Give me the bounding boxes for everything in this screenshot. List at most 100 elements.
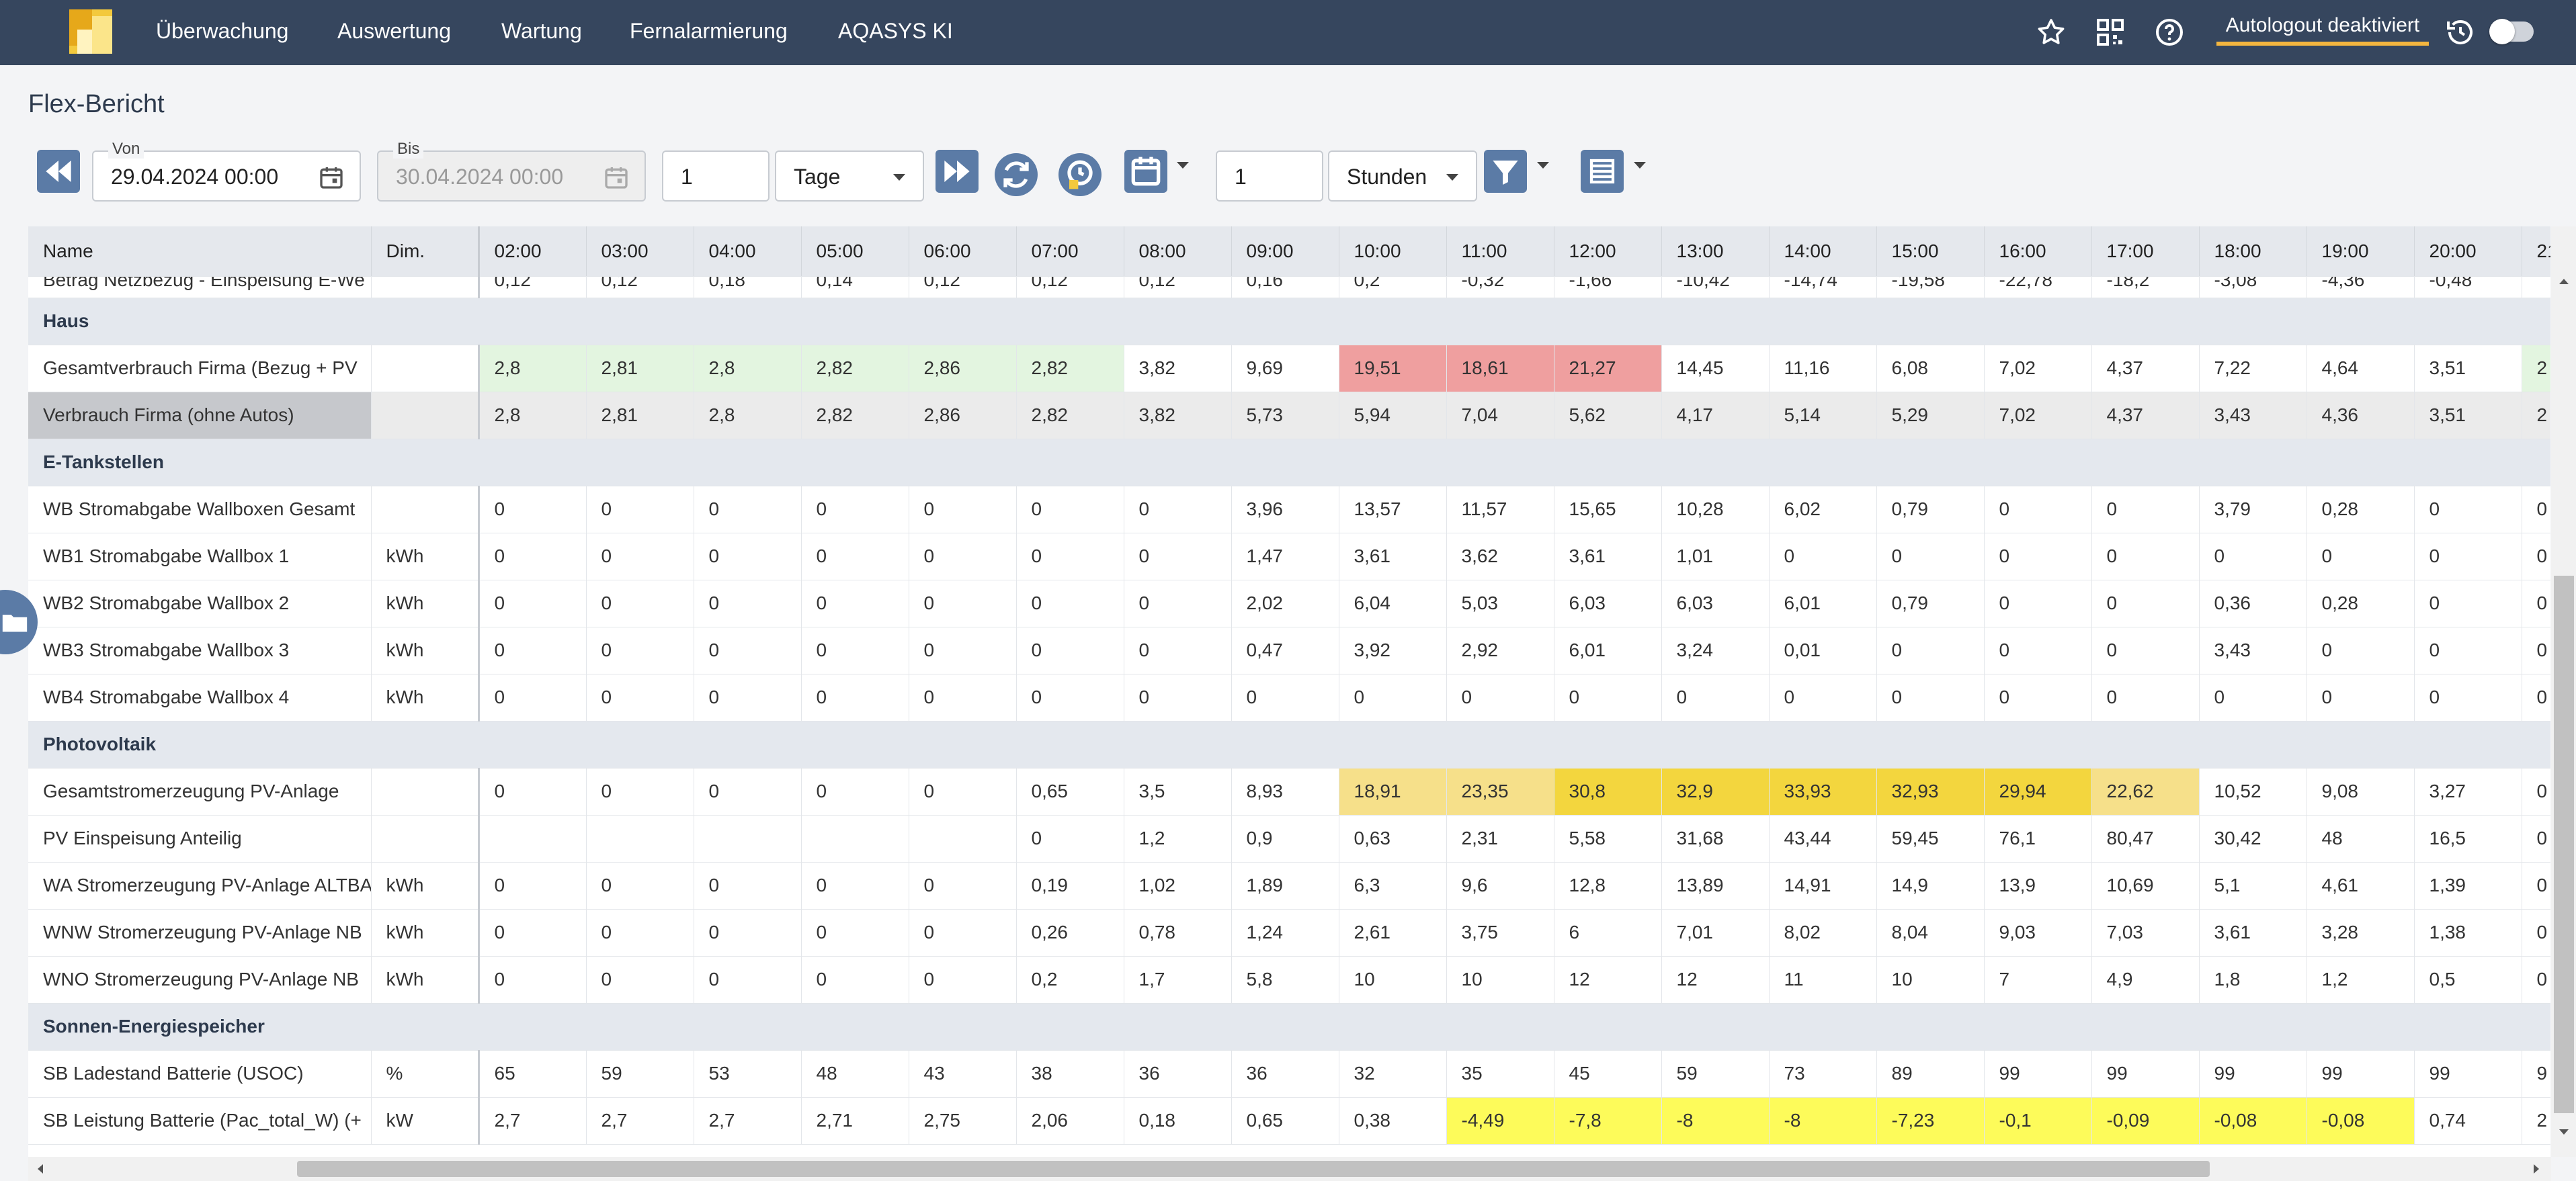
value-cell[interactable]: 0 — [1124, 533, 1232, 580]
autologout-status[interactable]: Autologout deaktiviert — [2216, 12, 2429, 46]
value-cell[interactable]: 0 — [586, 486, 694, 533]
value-cell[interactable]: 2,82 — [1016, 392, 1124, 439]
value-cell[interactable]: 0 — [1016, 815, 1124, 863]
value-cell[interactable]: 8,93 — [1231, 768, 1339, 816]
value-cell[interactable]: 0 — [1339, 674, 1447, 721]
value-cell[interactable]: 3,61 — [1554, 533, 1662, 580]
value-cell[interactable]: 11 — [1769, 956, 1877, 1004]
value-cell[interactable]: 0 — [479, 862, 587, 910]
value-cell[interactable]: 1,47 — [1231, 533, 1339, 580]
value-cell[interactable]: 0 — [694, 862, 802, 910]
value-cell[interactable]: -8 — [1769, 1097, 1877, 1145]
value-cell[interactable]: 0 — [1554, 674, 1662, 721]
filter-menu-caret-icon[interactable] — [1537, 162, 1549, 169]
value-cell[interactable]: 33,93 — [1769, 768, 1877, 816]
value-cell[interactable]: 0 — [2091, 627, 2200, 674]
column-header-hour[interactable]: 21:00 — [2522, 226, 2550, 277]
calendar-range-button[interactable] — [1124, 150, 1167, 193]
value-cell[interactable]: 2,61 — [1339, 909, 1447, 957]
value-cell[interactable]: 0 — [1231, 674, 1339, 721]
value-cell[interactable]: 32,9 — [1661, 768, 1770, 816]
value-cell[interactable]: 0,78 — [1124, 909, 1232, 957]
value-cell[interactable]: 2,8 — [694, 345, 802, 392]
value-cell[interactable]: 9,6 — [1446, 862, 1554, 910]
value-cell[interactable]: 32 — [1339, 1050, 1447, 1098]
value-cell[interactable]: 4,37 — [2091, 392, 2200, 439]
value-cell[interactable]: 0 — [479, 674, 587, 721]
value-cell[interactable]: 65 — [479, 1050, 587, 1098]
value-cell[interactable]: 35 — [1446, 1050, 1554, 1098]
autologout-toggle[interactable] — [2489, 19, 2534, 44]
value-cell[interactable]: 0 — [479, 533, 587, 580]
value-cell[interactable]: 7,04 — [1446, 392, 1554, 439]
value-cell[interactable]: 0,18 — [694, 276, 802, 298]
value-cell[interactable]: 6,03 — [1661, 580, 1770, 627]
calendar-icon[interactable] — [318, 164, 345, 191]
value-cell[interactable]: 4,9 — [2091, 956, 2200, 1004]
value-cell[interactable]: -19,58 — [1876, 276, 1985, 298]
value-cell[interactable]: 0 — [1016, 533, 1124, 580]
value-cell[interactable]: 5,73 — [1231, 392, 1339, 439]
value-cell[interactable]: 18,61 — [1446, 345, 1554, 392]
value-cell[interactable]: 3,96 — [1231, 486, 1339, 533]
value-cell[interactable]: 36 — [1124, 1050, 1232, 1098]
row-name[interactable]: WA Stromerzeugung PV-Anlage ALTBAU — [28, 862, 372, 910]
auto-update-button[interactable] — [1058, 153, 1102, 196]
value-cell[interactable]: 1,7 — [1124, 956, 1232, 1004]
value-cell[interactable]: 0,28 — [2307, 580, 2415, 627]
value-cell[interactable]: 0 — [2091, 533, 2200, 580]
value-cell[interactable]: 99 — [2414, 1050, 2522, 1098]
value-cell[interactable]: 11,16 — [1769, 345, 1877, 392]
value-cell[interactable]: -4,36 — [2307, 276, 2415, 298]
value-cell[interactable]: 6,01 — [1554, 627, 1662, 674]
value-cell[interactable]: 0 — [479, 768, 587, 816]
value-cell[interactable]: 0 — [909, 486, 1017, 533]
value-cell[interactable]: 0,65 — [1016, 768, 1124, 816]
value-cell[interactable]: 45 — [1554, 1050, 1662, 1098]
value-cell[interactable]: 12,8 — [1554, 862, 1662, 910]
value-cell[interactable]: 0 — [694, 580, 802, 627]
value-cell[interactable]: 29,94 — [1984, 768, 2092, 816]
value-cell[interactable]: 0 — [694, 486, 802, 533]
value-cell[interactable]: 5,58 — [1554, 815, 1662, 863]
scroll-right-icon[interactable] — [2532, 1163, 2540, 1175]
value-cell[interactable]: 0 — [2199, 533, 2307, 580]
value-cell[interactable]: 21,27 — [1554, 345, 1662, 392]
value-cell[interactable]: -22,78 — [1984, 276, 2092, 298]
value-cell[interactable]: 14,9 — [1876, 862, 1985, 910]
value-cell[interactable]: 0 — [1984, 486, 2092, 533]
value-cell[interactable]: 0 — [1446, 674, 1554, 721]
value-cell[interactable] — [2522, 276, 2550, 298]
value-cell[interactable]: -10,42 — [1661, 276, 1770, 298]
value-cell[interactable]: 15,65 — [1554, 486, 1662, 533]
value-cell[interactable]: 2,92 — [1446, 627, 1554, 674]
column-header-hour[interactable]: 05:00 — [801, 226, 909, 277]
column-header-hour[interactable]: 20:00 — [2414, 226, 2522, 277]
value-cell[interactable]: 0 — [479, 909, 587, 957]
value-cell[interactable]: 0 — [1876, 533, 1985, 580]
row-name[interactable]: Betrag Netzbezug - Einspeisung E-We — [28, 276, 372, 298]
value-cell[interactable]: 0 — [801, 486, 909, 533]
value-cell[interactable]: 10,28 — [1661, 486, 1770, 533]
value-cell[interactable]: 4,61 — [2307, 862, 2415, 910]
favorite-star-icon[interactable] — [2035, 16, 2067, 48]
value-cell[interactable]: 0 — [2522, 768, 2550, 816]
row-name[interactable]: PV Einspeisung Anteilig — [28, 815, 372, 863]
value-cell[interactable]: 43 — [909, 1050, 1017, 1098]
value-cell[interactable]: 4,37 — [2091, 345, 2200, 392]
value-cell[interactable]: 0,2 — [1339, 276, 1447, 298]
value-cell[interactable]: 0,74 — [2414, 1097, 2522, 1145]
value-cell[interactable]: 0 — [586, 533, 694, 580]
value-cell[interactable]: 0,18 — [1124, 1097, 1232, 1145]
value-cell[interactable]: 0 — [909, 533, 1017, 580]
value-cell[interactable]: 9,03 — [1984, 909, 2092, 957]
value-cell[interactable]: 13,9 — [1984, 862, 2092, 910]
value-cell[interactable]: 0,16 — [1231, 276, 1339, 298]
column-header-hour[interactable]: 12:00 — [1554, 226, 1662, 277]
value-cell[interactable]: 2,31 — [1446, 815, 1554, 863]
value-cell[interactable]: 13,89 — [1661, 862, 1770, 910]
value-cell[interactable]: 22,62 — [2091, 768, 2200, 816]
value-cell[interactable]: 6,02 — [1769, 486, 1877, 533]
refresh-button[interactable] — [995, 153, 1038, 196]
value-cell[interactable]: 0,26 — [1016, 909, 1124, 957]
